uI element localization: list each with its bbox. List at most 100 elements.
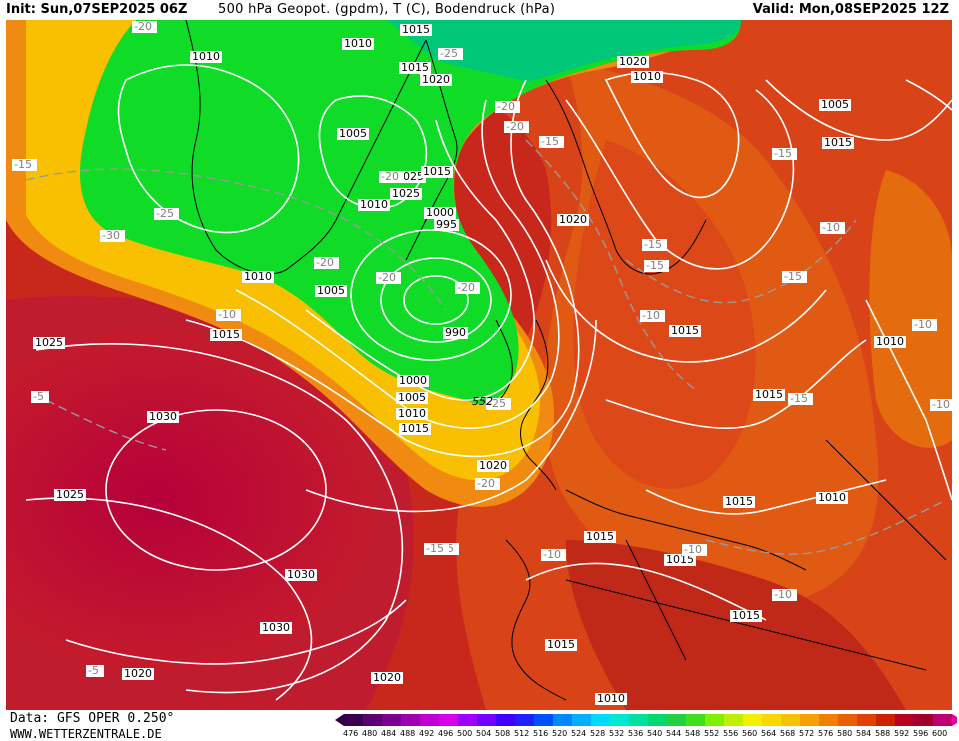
isobar-label: 1025 bbox=[392, 187, 420, 200]
isobar-label-box bbox=[397, 375, 429, 387]
temperature-label: -25 bbox=[156, 207, 174, 220]
temperature-label: -10 bbox=[218, 308, 236, 321]
colorbar-tick-label: 592 bbox=[894, 729, 910, 738]
temperature-label-box bbox=[504, 121, 529, 133]
colorbar-tick-label: 560 bbox=[742, 729, 758, 738]
temperature-label-box bbox=[782, 271, 807, 283]
isobar-label: 1010 bbox=[192, 50, 220, 63]
isobar-label-box bbox=[669, 325, 701, 337]
isobar-label-box bbox=[122, 668, 154, 680]
isobar-label: 1030 bbox=[149, 410, 177, 423]
temperature-label: -5 bbox=[33, 390, 44, 403]
temperature-label: -10 bbox=[642, 309, 660, 322]
isobar-1020-central bbox=[545, 259, 827, 363]
isobar-label-box bbox=[631, 71, 663, 83]
isotherms bbox=[25, 139, 947, 555]
isobar-1020-south bbox=[65, 599, 407, 665]
colorbar-segment bbox=[363, 714, 382, 726]
isobar-label: 1015 bbox=[725, 495, 753, 508]
isobar-label: 1020 bbox=[479, 459, 507, 472]
field-trough-teal bbox=[386, 20, 741, 82]
site-url: WWW.WETTERZENTRALE.DE bbox=[10, 727, 162, 741]
init-time: Init: Sun,07SEP2025 06Z bbox=[6, 2, 188, 17]
isobar-label-box bbox=[421, 166, 453, 178]
temperature-label-box bbox=[642, 239, 667, 251]
temperature-label-box bbox=[682, 544, 707, 556]
weather-map-svg: 1015101010101015102010251005102510151010… bbox=[6, 20, 952, 710]
contour-value-label: 552 bbox=[472, 395, 493, 408]
colorbar-tick-label: 512 bbox=[514, 729, 530, 738]
colorbar-tick-label: 488 bbox=[400, 729, 416, 738]
colorbar-segment bbox=[857, 714, 876, 726]
isobar-label-box bbox=[443, 327, 468, 339]
colorbar-tick-label: 520 bbox=[552, 729, 568, 738]
temperature-label: -25 bbox=[488, 397, 506, 410]
isobar-label: 1015 bbox=[671, 324, 699, 337]
temperature-label-box bbox=[216, 309, 241, 321]
isobar-label-box bbox=[210, 329, 242, 341]
colorbar-segment bbox=[572, 714, 591, 726]
map-title: 500 hPa Geopot. (gpdm), T (C), Bodendruc… bbox=[218, 2, 556, 17]
isobar-1030 bbox=[105, 409, 327, 571]
colorbar bbox=[335, 714, 957, 726]
isobar-label: 1020 bbox=[559, 213, 587, 226]
colorbar-segment bbox=[515, 714, 534, 726]
colorbar-tick-label: 596 bbox=[913, 729, 929, 738]
isobar-label-box bbox=[434, 219, 459, 231]
temperature-label-box bbox=[541, 549, 566, 561]
temperature-label: -25 bbox=[440, 47, 458, 60]
isobar-labels: 1015101010101015102010251005102510151010… bbox=[33, 23, 906, 705]
isotherm-north bbox=[525, 139, 697, 391]
isobar-label-box bbox=[358, 199, 390, 211]
temperature-label-box bbox=[912, 319, 937, 331]
temperature-label: -10 bbox=[932, 398, 950, 411]
colorbar-segment bbox=[895, 714, 914, 726]
colorbar-segment bbox=[914, 714, 933, 726]
isobar-label: 1000 bbox=[399, 374, 427, 387]
colorbar-segment bbox=[344, 714, 363, 726]
isobar-1020-west bbox=[305, 319, 597, 513]
isobar-label: 1015 bbox=[401, 422, 429, 435]
isobar-1015-south bbox=[645, 479, 887, 515]
temperature-label: -10 bbox=[914, 318, 932, 331]
isobar-label-box bbox=[399, 423, 431, 435]
colorbar-segment bbox=[534, 714, 553, 726]
isobar-label-box bbox=[664, 554, 696, 566]
colorbar-tick-label: 580 bbox=[837, 729, 853, 738]
colorbar-segment bbox=[686, 714, 705, 726]
isobar-low-990 bbox=[403, 275, 469, 325]
temperature-label-box bbox=[930, 399, 952, 411]
temperature-label: -5 bbox=[88, 664, 99, 677]
isobar-1020-greenland bbox=[318, 95, 428, 209]
temperature-label-box bbox=[12, 159, 37, 171]
isobar-label-box bbox=[242, 271, 274, 283]
colorbar-tick-label: 588 bbox=[875, 729, 891, 738]
isobar-label-box bbox=[584, 531, 616, 543]
isobar-label-box bbox=[396, 408, 428, 420]
isobar-label: 1010 bbox=[876, 335, 904, 348]
isobar-1005-ne bbox=[905, 79, 952, 111]
isobar-label: 1000 bbox=[426, 206, 454, 219]
isobar-label: 1010 bbox=[597, 692, 625, 705]
isobar-label-box bbox=[420, 74, 452, 86]
coast-black-sea bbox=[825, 439, 947, 561]
colorbar-tick-label: 532 bbox=[609, 729, 625, 738]
colorbar-tick-label: 548 bbox=[685, 729, 701, 738]
temperature-label: -15 bbox=[644, 238, 662, 251]
temperature-label: -20 bbox=[134, 20, 152, 33]
colorbar-tick-label: 516 bbox=[533, 729, 549, 738]
colorbar-segment bbox=[648, 714, 667, 726]
temperature-label-box bbox=[486, 398, 511, 410]
isobar-label-box bbox=[617, 56, 649, 68]
colorbar-tick-label: 484 bbox=[381, 729, 397, 738]
isobar-label-box bbox=[147, 411, 179, 423]
isobar-1010 bbox=[235, 99, 560, 429]
isobar-label: 1005 bbox=[821, 98, 849, 111]
isobar-label-box bbox=[315, 285, 347, 297]
isobar-label-box bbox=[399, 62, 431, 74]
colorbar-tick-label: 508 bbox=[495, 729, 511, 738]
isobar-label: 1015 bbox=[824, 136, 852, 149]
isobar-label: 1020 bbox=[619, 55, 647, 68]
temperature-label-box bbox=[379, 171, 404, 183]
colorbar-segment bbox=[876, 714, 895, 726]
